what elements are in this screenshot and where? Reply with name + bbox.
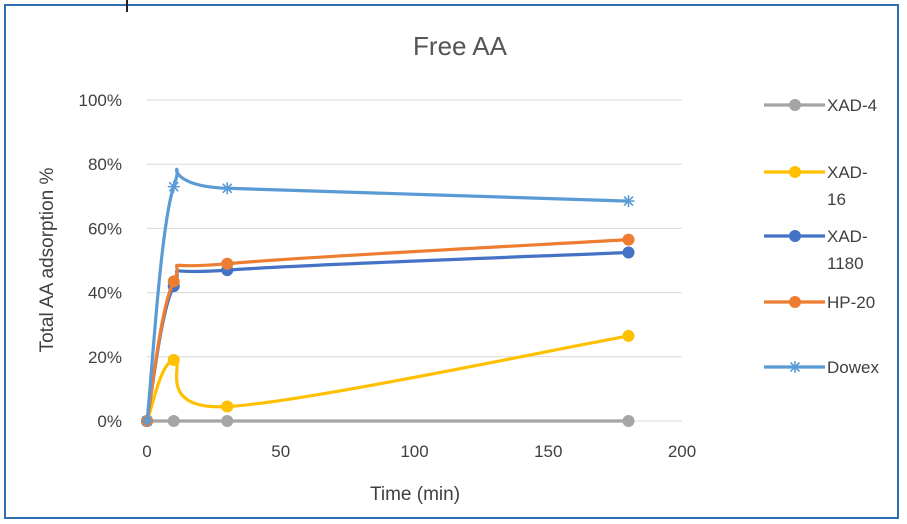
legend-item-xad-4: XAD-4	[764, 96, 877, 115]
legend-item-hp-20: HP-20	[764, 293, 875, 312]
legend-marker-xad-4	[789, 99, 801, 111]
series-lines	[141, 167, 635, 427]
legend-label-xad-4: XAD-4	[827, 96, 877, 115]
data-point-xad-4	[167, 415, 180, 427]
x-tick-labels: 0 50 100 150 200	[142, 442, 696, 461]
legend: XAD-4 XAD- 16 XAD- 1180 HP-20 Dowex	[764, 96, 879, 377]
data-point-xad-16	[221, 400, 234, 413]
data-point-dowex	[141, 415, 153, 427]
legend-marker-dowex	[789, 361, 801, 373]
chart-frame	[4, 4, 899, 519]
x-axis-label: Time (min)	[370, 484, 460, 505]
data-point-dowex	[622, 195, 635, 208]
series-xad-4	[141, 415, 635, 427]
y-tick-label: 20%	[88, 348, 122, 367]
legend-marker-hp-20	[789, 296, 801, 308]
data-point-hp-20	[167, 275, 180, 288]
y-tick-labels: 0% 20% 40% 60% 80% 100%	[79, 91, 122, 431]
y-axis-label: Total AA adsorption %	[37, 167, 58, 352]
x-tick-label: 0	[142, 442, 151, 461]
series-line-dowex	[145, 167, 629, 422]
legend-item-xad-16: XAD- 16	[764, 163, 868, 209]
data-point-xad-4	[221, 415, 234, 427]
legend-marker-xad-16	[789, 166, 801, 178]
legend-marker-xad-1180	[789, 230, 801, 242]
series-line-xad-1180	[145, 250, 629, 422]
series-line-xad-16	[145, 334, 629, 422]
data-point-hp-20	[221, 257, 234, 270]
data-point-dowex	[167, 180, 180, 193]
data-point-dowex	[221, 182, 234, 195]
x-tick-label: 100	[400, 442, 428, 461]
series-xad-1180	[141, 246, 635, 427]
legend-label-xad-16: 16	[827, 190, 846, 209]
y-tick-label: 0%	[97, 412, 122, 431]
series-xad-16	[141, 329, 635, 427]
legend-label-hp-20: HP-20	[827, 293, 875, 312]
y-tick-label: 100%	[79, 91, 122, 110]
series-line-hp-20	[145, 238, 629, 422]
x-tick-label: 150	[534, 442, 562, 461]
y-tick-label: 60%	[88, 219, 122, 238]
series-dowex	[141, 167, 635, 427]
y-tick-label: 40%	[88, 284, 122, 303]
x-tick-label: 50	[271, 442, 290, 461]
y-tick-label: 80%	[88, 155, 122, 174]
top-edge-marker	[126, 0, 128, 12]
data-point-xad-4	[622, 415, 635, 427]
data-point-xad-16	[167, 354, 180, 367]
legend-label-dowex: Dowex	[827, 358, 879, 377]
legend-label-xad-16: XAD-	[827, 163, 868, 182]
x-tick-label: 200	[668, 442, 696, 461]
legend-item-dowex: Dowex	[764, 358, 879, 377]
chart-title: Free AA	[413, 31, 508, 61]
legend-label-xad-1180: 1180	[827, 254, 864, 273]
data-point-xad-16	[622, 329, 635, 342]
legend-label-xad-1180: XAD-	[827, 227, 868, 246]
legend-item-xad-1180: XAD- 1180	[764, 227, 868, 273]
data-point-xad-1180	[622, 246, 635, 259]
data-point-hp-20	[622, 233, 635, 246]
